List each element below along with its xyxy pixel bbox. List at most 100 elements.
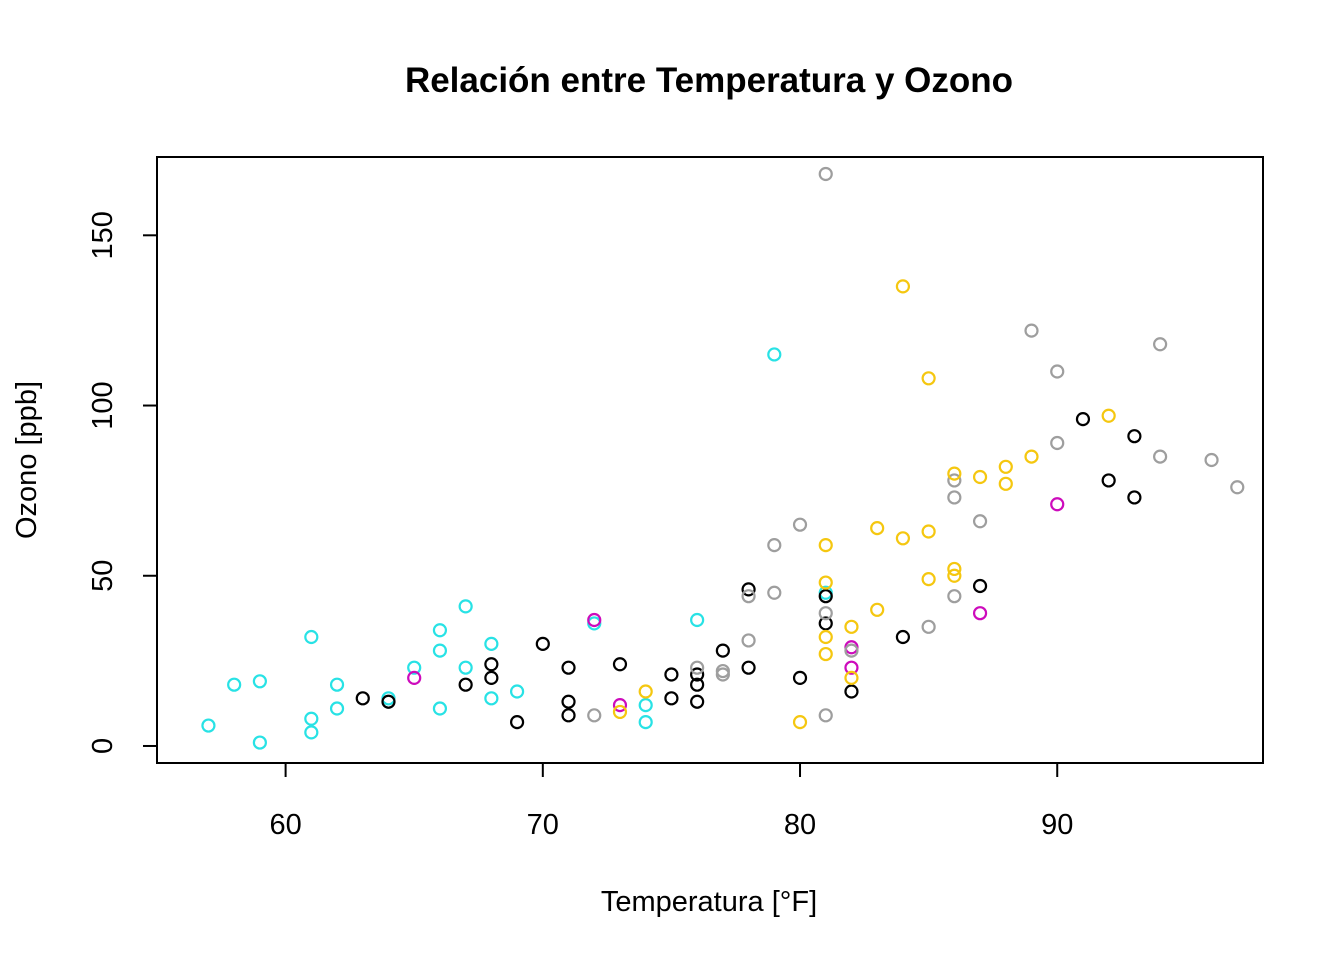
- data-point: [792, 517, 808, 532]
- data-point: [741, 589, 756, 604]
- data-point: [252, 735, 267, 750]
- y-tick-label: 150: [87, 211, 119, 259]
- data-point: [509, 715, 525, 730]
- data-point: [1127, 490, 1142, 505]
- data-point: [690, 612, 705, 628]
- data-point: [587, 612, 602, 628]
- data-point: [612, 698, 628, 713]
- data-point: [844, 684, 859, 699]
- data-point: [561, 708, 576, 723]
- data-point: [381, 694, 396, 709]
- data-point: [921, 371, 936, 386]
- data-point: [484, 670, 499, 685]
- data-point: [767, 585, 782, 600]
- data-point: [304, 725, 319, 740]
- data-point: [1075, 412, 1091, 427]
- data-point: [818, 606, 833, 621]
- data-point: [972, 578, 988, 594]
- y-axis: 0 50 100 150: [87, 211, 158, 754]
- data-point: [509, 684, 525, 699]
- data-point: [587, 708, 602, 723]
- data-point: [612, 704, 628, 720]
- data-point: [844, 660, 859, 675]
- data-point: [767, 347, 782, 362]
- data-point: [690, 667, 705, 682]
- data-point: [638, 715, 653, 730]
- data-point: [947, 466, 962, 481]
- data-point: [870, 520, 885, 536]
- data-point: [1127, 429, 1142, 444]
- data-point: [921, 572, 936, 587]
- data-point: [972, 469, 988, 485]
- data-point: [252, 674, 267, 689]
- data-point: [792, 715, 808, 730]
- y-tick-label: 100: [87, 381, 119, 429]
- data-point: [561, 694, 576, 709]
- data-point: [690, 677, 705, 692]
- data-point: [715, 643, 730, 658]
- data-point: [458, 599, 473, 614]
- data-point: [432, 701, 448, 716]
- data-point: [998, 459, 1013, 474]
- chart-title: Relación entre Temperatura y Ozono: [405, 61, 1013, 100]
- plot-frame: [156, 156, 1264, 764]
- y-tick-label: 50: [87, 560, 119, 592]
- data-point: [947, 561, 962, 577]
- data-point: [1153, 337, 1168, 352]
- data-point: [818, 708, 833, 723]
- data-point: [870, 602, 885, 617]
- data-point: [329, 677, 345, 692]
- data-point: [638, 684, 653, 699]
- y-axis-label: Ozono [ppb]: [11, 381, 43, 539]
- x-tick-label: 90: [1041, 809, 1073, 841]
- data-point: [304, 711, 319, 726]
- data-point: [818, 538, 833, 553]
- data-point: [818, 575, 833, 590]
- data-point: [1024, 449, 1039, 464]
- data-point: [484, 636, 499, 651]
- data-point: [998, 476, 1013, 491]
- data-point: [690, 694, 705, 709]
- data-point: [638, 698, 653, 713]
- data-point: [1050, 435, 1065, 451]
- data-point: [355, 691, 370, 706]
- data-point: [407, 660, 422, 675]
- data-point: [1204, 452, 1219, 468]
- x-axis: 60 70 80 90: [269, 762, 1073, 841]
- data-point: [432, 643, 448, 658]
- x-tick-label: 80: [784, 809, 816, 841]
- data-point: [1101, 408, 1116, 423]
- data-point: [921, 619, 936, 634]
- data-point: [947, 473, 962, 488]
- data-point: [818, 616, 833, 631]
- data-point: [227, 677, 242, 692]
- data-point: [458, 677, 473, 692]
- data-point: [1050, 364, 1065, 379]
- x-tick-label: 70: [527, 809, 559, 841]
- data-point: [1230, 480, 1245, 495]
- data-point: [1153, 449, 1168, 464]
- data-point: [895, 531, 911, 546]
- data-point: [895, 279, 911, 294]
- data-point: [947, 568, 962, 583]
- y-tick-label: 0: [87, 738, 119, 754]
- x-axis-label: Temperatura [°F]: [601, 886, 817, 918]
- data-point: [561, 660, 576, 675]
- data-point: [818, 166, 833, 182]
- data-point: [458, 660, 473, 675]
- data-point: [947, 490, 962, 505]
- data-points: [201, 166, 1245, 750]
- data-point: [741, 633, 756, 648]
- data-point: [818, 629, 833, 645]
- x-tick-label: 60: [269, 809, 301, 841]
- data-point: [1101, 473, 1116, 488]
- data-point: [664, 667, 679, 682]
- data-point: [715, 667, 730, 682]
- data-point: [844, 643, 859, 658]
- data-point: [690, 660, 705, 675]
- data-point: [972, 606, 988, 621]
- data-point: [1050, 497, 1065, 512]
- data-point: [304, 629, 319, 645]
- data-point: [201, 718, 216, 733]
- data-point: [432, 623, 448, 638]
